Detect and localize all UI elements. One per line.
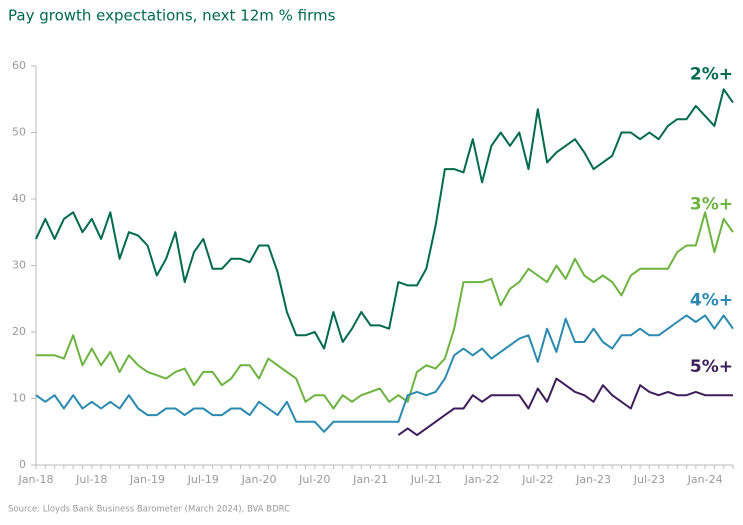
series-line — [397, 377, 733, 437]
x-tick-label: Jan-20 — [241, 473, 277, 486]
series-label: 5%+ — [690, 357, 733, 377]
x-tick-label: Jan-21 — [352, 473, 388, 486]
y-tick-label: 20 — [12, 325, 26, 338]
x-tick-label: Jul-18 — [75, 473, 107, 486]
series-label: 2%+ — [690, 65, 733, 85]
y-tick-label: 60 — [12, 59, 26, 72]
chart-title: Pay growth expectations, next 12m % firm… — [8, 7, 336, 25]
y-tick-label: 50 — [12, 126, 26, 139]
x-tick-label: Jul-23 — [633, 473, 665, 486]
x-tick-label: Jul-20 — [298, 473, 330, 486]
x-tick-label: Jan-22 — [464, 473, 500, 486]
source-note: Source: Lloyds Bank Business Barometer (… — [8, 505, 290, 515]
y-tick-label: 0 — [19, 458, 26, 471]
series-label: 3%+ — [690, 194, 733, 214]
y-tick-label: 10 — [12, 392, 26, 405]
y-tick-label: 40 — [12, 192, 26, 205]
x-tick-label: Jul-19 — [187, 473, 219, 486]
x-tick-label: Jul-22 — [521, 473, 553, 486]
series-label: 4%+ — [690, 291, 733, 311]
series-line — [36, 211, 734, 410]
y-tick-label: 30 — [12, 259, 26, 272]
series-line — [35, 88, 734, 350]
series-line — [35, 314, 734, 433]
x-tick-label: Jan-18 — [18, 473, 54, 486]
x-tick-label: Jan-24 — [687, 473, 723, 486]
x-tick-label: Jan-23 — [575, 473, 611, 486]
x-tick-label: Jul-21 — [410, 473, 442, 486]
x-tick-label: Jan-19 — [129, 473, 165, 486]
